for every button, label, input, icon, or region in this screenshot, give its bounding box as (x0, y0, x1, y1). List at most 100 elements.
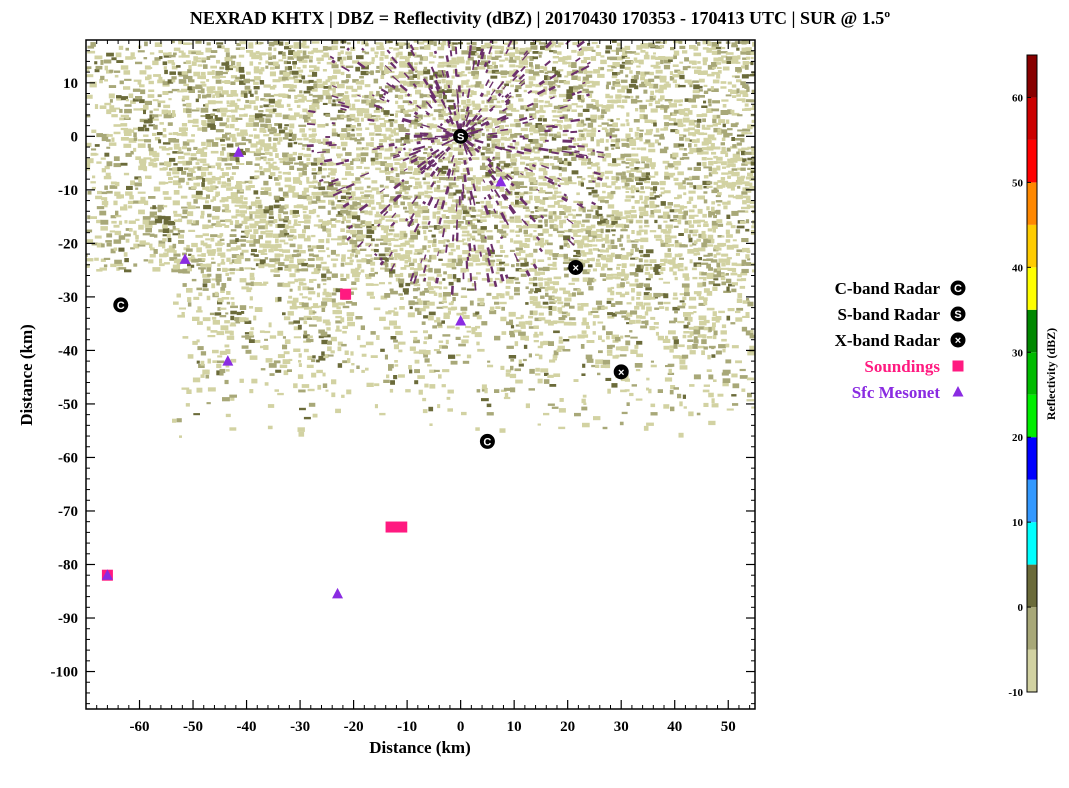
data-point-triangle (495, 175, 507, 187)
colorbar-bin (1027, 55, 1037, 98)
data-point-triangle (179, 253, 191, 264)
legend-marker: × (950, 332, 966, 348)
legend-label: C-band Radar (835, 279, 941, 298)
colorbar-bin (1027, 607, 1037, 650)
data-point-triangle (455, 314, 467, 326)
colorbar-bin (1027, 564, 1037, 608)
data-point-square (340, 288, 352, 300)
x-tick-label: -40 (237, 719, 257, 735)
data-point-triangle (222, 355, 234, 366)
data-point-x: × (568, 259, 584, 275)
y-tick-label: -60 (58, 450, 78, 466)
colorbar-tick-label: 10 (1012, 517, 1024, 529)
data-point-c-disc (479, 433, 495, 449)
x-axis-label: Distance (km) (369, 738, 471, 757)
colorbar-bin (1027, 97, 1037, 140)
colorbar-tick-label: 30 (1012, 347, 1024, 359)
colorbar-frame (1026, 54, 1038, 693)
axis-ticks: -60 -50 -40 -30 -20 -10 0 10 20 30 40 50100-10-20-3… (51, 39, 755, 735)
legend-marker-disc (950, 332, 966, 348)
data-point-x: × (613, 364, 629, 380)
colorbar-bin (1027, 479, 1037, 523)
y-axis-label: Distance (km) (17, 324, 36, 426)
legend: C-band Radar C S-band Radar S X-band Radar × S… (835, 279, 966, 402)
y-tick-label: -100 (51, 665, 79, 681)
data-point-x-disc (613, 364, 629, 380)
y-tick-label: 10 (63, 76, 78, 92)
colorbar-bin (1027, 309, 1037, 353)
colorbar-tick-label: 0 (1018, 602, 1024, 614)
legend-label: X-band Radar (835, 331, 941, 350)
colorbar-tick-label: 60 (1012, 92, 1024, 104)
colorbar-bin (1027, 394, 1037, 438)
x-tick-label: 20 (560, 719, 575, 735)
legend-label: Soundings (864, 357, 940, 376)
legend-label: S-band Radar (837, 305, 940, 324)
legend-marker-glyph: C (954, 283, 962, 295)
data-point-triangle (101, 569, 113, 580)
colorbar-bin (1027, 224, 1037, 268)
legend-marker: S (950, 306, 966, 322)
x-tick-label: -60 (130, 719, 150, 735)
legend-marker (952, 386, 964, 397)
x-tick-label: -50 (183, 719, 203, 735)
y-tick-label: -40 (58, 343, 78, 359)
colorbar-tick-label: 50 (1012, 177, 1024, 189)
data-point-triangle (332, 587, 344, 599)
y-tick-label: -50 (58, 397, 78, 413)
x-tick-label: 0 (457, 719, 465, 735)
x-tick-label: 50 (721, 719, 736, 735)
station-markers: C C S × × (101, 128, 629, 599)
data-point-c: C (479, 433, 495, 449)
x-tick-label: -20 (344, 719, 364, 735)
x-tick-label: -10 (397, 719, 417, 735)
x-tick-label: 10 (507, 719, 522, 735)
legend-marker (952, 360, 964, 372)
data-point-c-glyph: C (483, 436, 491, 448)
x-tick-label: 30 (614, 719, 629, 735)
colorbar-label: Reflectivity (dBZ) (1044, 328, 1058, 420)
data-point-x-disc (568, 259, 584, 275)
legend-marker-glyph: × (955, 335, 961, 347)
data-point-s-glyph: S (457, 131, 464, 143)
y-tick-label: -20 (58, 236, 78, 252)
data-point-s-disc (453, 128, 469, 144)
data-point-s: S (453, 128, 469, 144)
data-point-square (385, 521, 397, 533)
colorbar-tick-label: 20 (1012, 432, 1024, 444)
colorbar-bin (1027, 182, 1037, 225)
colorbar: -10 0 10 20 30 40 50 60 Reflectivity (dBZ) (1008, 54, 1058, 699)
x-tick-label: -30 (290, 719, 310, 735)
data-point-x-glyph: × (572, 262, 578, 274)
colorbar-tick-label: 40 (1012, 262, 1024, 274)
colorbar-tick-label: -10 (1008, 687, 1023, 699)
colorbar-bin (1027, 267, 1037, 310)
reflectivity-field (86, 40, 755, 438)
data-point-c: C (113, 297, 129, 313)
y-tick-label: -70 (58, 504, 78, 520)
y-tick-label: -90 (58, 611, 78, 627)
legend-marker-glyph: S (954, 309, 961, 321)
colorbar-bin (1027, 139, 1037, 183)
colorbar-bin (1027, 352, 1037, 395)
data-point-x-glyph: × (618, 367, 624, 379)
data-point-triangle (233, 146, 245, 157)
data-point-c-disc (113, 297, 129, 313)
colorbar-bin (1027, 437, 1037, 480)
legend-marker: C (950, 280, 966, 296)
x-tick-label: 40 (667, 719, 682, 735)
chart-title: NEXRAD KHTX | DBZ = Reflectivity (dBZ) |… (190, 8, 890, 29)
y-tick-label: 0 (71, 129, 79, 145)
y-tick-label: -80 (58, 557, 78, 573)
legend-marker-disc (950, 306, 966, 322)
colorbar-bin (1027, 649, 1037, 692)
data-point-square (396, 521, 408, 533)
data-point-c-glyph: C (117, 300, 125, 312)
plot-frame (85, 39, 756, 710)
legend-label: Sfc Mesonet (852, 383, 941, 402)
y-tick-label: -30 (58, 290, 78, 306)
legend-marker-disc (950, 280, 966, 296)
y-tick-label: -10 (58, 183, 78, 199)
colorbar-bin (1027, 522, 1037, 565)
